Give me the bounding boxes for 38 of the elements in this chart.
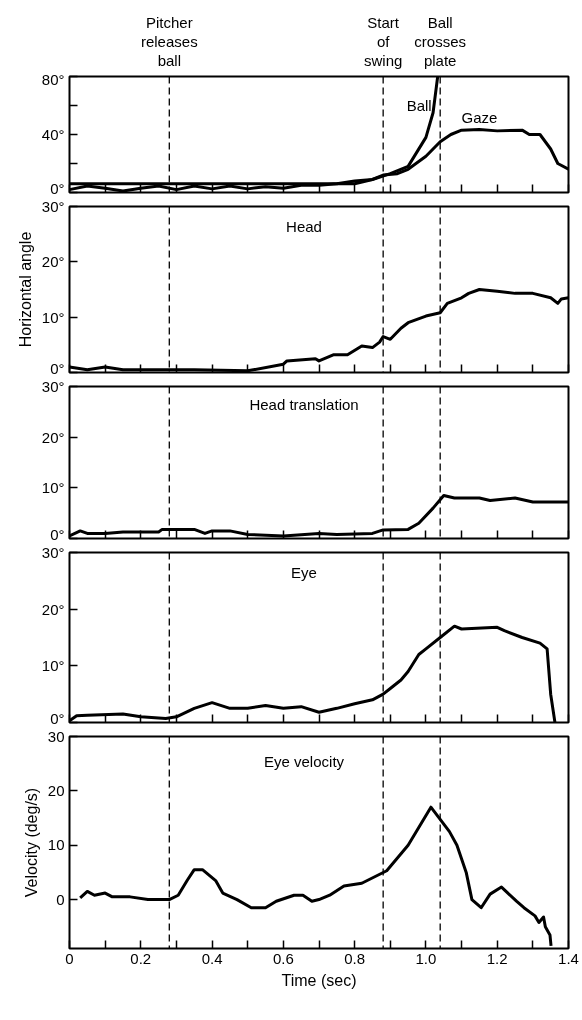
text: Eye (291, 564, 317, 582)
x-tick-label: 1.2 (486, 949, 508, 967)
x-tick-label: 1.4 (558, 949, 579, 967)
y-tick-label: 30° (41, 198, 65, 215)
y-tick-label: 20° (41, 428, 65, 446)
x-axis-title: Time (sec) (281, 971, 357, 989)
y-tick-label: 10 (47, 836, 65, 854)
y-tick-label: 20 (47, 781, 65, 799)
series-label: Gaze (461, 109, 498, 127)
y-tick-label: 20° (41, 600, 65, 618)
y-tick-label: 30° (41, 544, 65, 561)
text: Eye velocity (264, 753, 345, 771)
y-axis-title: Velocity (deg/s) (22, 787, 40, 898)
text: Head (286, 217, 322, 235)
ref-line-label: Pitcher releases ball (140, 13, 198, 69)
x-tick-label: 0.2 (130, 949, 152, 967)
series-label: Ball (406, 97, 432, 114)
x-tick-label: 0.4 (201, 949, 223, 967)
text: Head translation (249, 396, 359, 414)
y-tick-label: 0° (50, 709, 65, 727)
y-tick-label: 30° (41, 378, 65, 395)
y-tick-label: 30 (47, 727, 65, 745)
y-tick-label: 80° (41, 70, 65, 88)
y-tick-label: 0° (50, 179, 65, 197)
x-tick-label: 0.8 (344, 949, 366, 967)
y-tick-label: 20° (41, 253, 65, 271)
y-tick-label: 10° (41, 657, 65, 675)
y-tick-label: 0 (56, 890, 65, 908)
ref-line-label: Ball crosses plate (414, 13, 467, 69)
y-tick-label: 40° (41, 126, 65, 143)
y-tick-label: 10° (41, 479, 65, 497)
x-tick-label: 1.0 (415, 949, 437, 967)
y-tick-label: 0° (50, 359, 65, 377)
y-tick-label: 0° (50, 525, 65, 543)
ref-line-label: Start of swing (363, 13, 403, 69)
x-tick-label: 0.6 (272, 949, 294, 967)
y-axis-title: Horizontal angle (16, 231, 34, 348)
y-tick-label: 10° (41, 308, 65, 326)
